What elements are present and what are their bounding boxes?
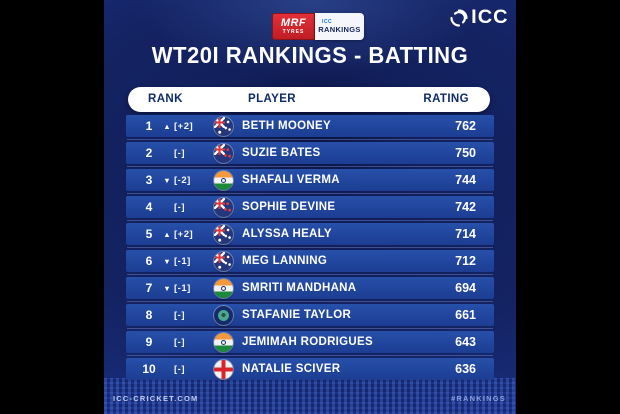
rating-value: 694 <box>455 281 476 295</box>
website-url: ICC-CRICKET.COM <box>113 394 199 403</box>
rating-value: 750 <box>455 146 476 160</box>
mrf-tyres-logo: MRF TYRES <box>272 13 315 40</box>
country-flag-icon <box>214 143 233 163</box>
icc-swirl-icon <box>450 9 468 27</box>
rank-value: 10 <box>142 362 156 376</box>
country-flag-icon <box>214 305 233 325</box>
rank-change: [+2] <box>174 228 194 240</box>
column-header-rank: RANK <box>148 93 183 105</box>
country-flag-icon <box>214 359 233 379</box>
table-row: 7 ▼ [-1] SMRITI MANDHANA 694 <box>126 277 494 302</box>
rank-change: [-] <box>174 147 185 159</box>
rating-value: 712 <box>455 254 476 268</box>
rank-value: 1 <box>145 119 153 133</box>
player-name: JEMIMAH RODRIGUES <box>242 336 373 348</box>
table-row: 10 [-] NATALIE SCIVER 636 <box>126 358 494 380</box>
rating-value: 661 <box>455 308 476 322</box>
rank-change: [-] <box>174 201 185 213</box>
table-header: RANK PLAYER RATING <box>128 87 490 112</box>
player-name: STAFANIE TAYLOR <box>242 309 352 321</box>
rating-value: 742 <box>455 200 476 214</box>
country-flag-icon <box>214 170 233 190</box>
rank-change: [-] <box>174 363 185 375</box>
movement-arrow-icon: ▲ <box>163 229 171 239</box>
footer: ICC-CRICKET.COM #RANKINGS <box>104 394 516 406</box>
rank-change: [-2] <box>174 174 191 186</box>
table-row: 2 [-] SUZIE BATES 750 <box>126 142 494 167</box>
column-header-rating: RATING <box>423 93 469 105</box>
rank-value: 8 <box>145 308 153 322</box>
rank-value: 9 <box>145 335 153 349</box>
rank-change: [-1] <box>174 255 191 267</box>
movement-arrow-icon: ▼ <box>163 283 171 293</box>
icc-logo-text: ICC <box>471 7 509 28</box>
icc-small-text: ICC <box>322 18 333 25</box>
player-name: SHAFALI VERMA <box>242 174 340 186</box>
page-title: WT20I RANKINGS - BATTING <box>151 42 469 68</box>
rank-change: [-] <box>174 309 185 321</box>
player-name: MEG LANNING <box>242 255 328 267</box>
player-name: ALYSSA HEALY <box>242 228 332 240</box>
rank-change: [+2] <box>174 120 194 132</box>
rankings-graphic: MRF TYRES ICC RANKINGS ICC WT20I RANKING… <box>104 0 516 414</box>
rankings-badge-text: RANKINGS <box>318 24 361 34</box>
rank-value: 5 <box>145 227 153 241</box>
table-row: 8 [-] STAFANIE TAYLOR 661 <box>126 304 494 329</box>
movement-arrow-icon: ▼ <box>163 175 171 185</box>
table-row: 3 ▼ [-2] SHAFALI VERMA 744 <box>126 169 494 194</box>
mrf-tyres-text: TYRES <box>282 29 305 35</box>
table-row: 4 [-] SOPHIE DEVINE 742 <box>126 196 494 221</box>
table-row: 9 [-] JEMIMAH RODRIGUES 643 <box>126 331 494 356</box>
rating-value: 744 <box>455 173 476 187</box>
hashtag: #RANKINGS <box>451 394 506 403</box>
column-header-player: PLAYER <box>248 93 296 105</box>
icc-rankings-badge: ICC RANKINGS <box>315 13 364 40</box>
rank-value: 6 <box>145 254 153 268</box>
rating-value: 762 <box>455 119 476 133</box>
country-flag-icon <box>214 332 233 352</box>
country-flag-icon <box>214 278 233 298</box>
table-row: 6 ▼ [-1] MEG LANNING 712 <box>126 250 494 275</box>
player-name: SOPHIE DEVINE <box>242 201 336 213</box>
sponsor-badge: MRF TYRES ICC RANKINGS <box>272 13 364 40</box>
rating-value: 643 <box>455 335 476 349</box>
country-flag-icon <box>214 251 233 271</box>
table-row: 5 ▲ [+2] ALYSSA HEALY 714 <box>126 223 494 248</box>
mrf-logo-text: MRF <box>280 17 307 29</box>
country-flag-icon <box>214 224 233 244</box>
rank-value: 3 <box>145 173 153 187</box>
rank-value: 2 <box>145 146 153 160</box>
rating-value: 636 <box>455 362 476 376</box>
rank-value: 7 <box>145 281 153 295</box>
rankings-table: 1 ▲ [+2] BETH MOONEY 762 2 [-] SUZIE BAT… <box>126 115 494 385</box>
rank-change: [-1] <box>174 282 191 294</box>
rating-value: 714 <box>455 227 476 241</box>
movement-arrow-icon: ▼ <box>163 256 171 266</box>
movement-arrow-icon: ▲ <box>163 121 171 131</box>
icc-logo: ICC <box>449 7 508 29</box>
rank-change: [-] <box>174 336 185 348</box>
player-name: SUZIE BATES <box>242 147 321 159</box>
country-flag-icon <box>214 197 233 217</box>
country-flag-icon <box>214 116 233 136</box>
table-row: 1 ▲ [+2] BETH MOONEY 762 <box>126 115 494 140</box>
player-name: NATALIE SCIVER <box>242 363 341 375</box>
player-name: SMRITI MANDHANA <box>242 282 357 294</box>
rank-value: 4 <box>145 200 153 214</box>
player-name: BETH MOONEY <box>242 120 331 132</box>
